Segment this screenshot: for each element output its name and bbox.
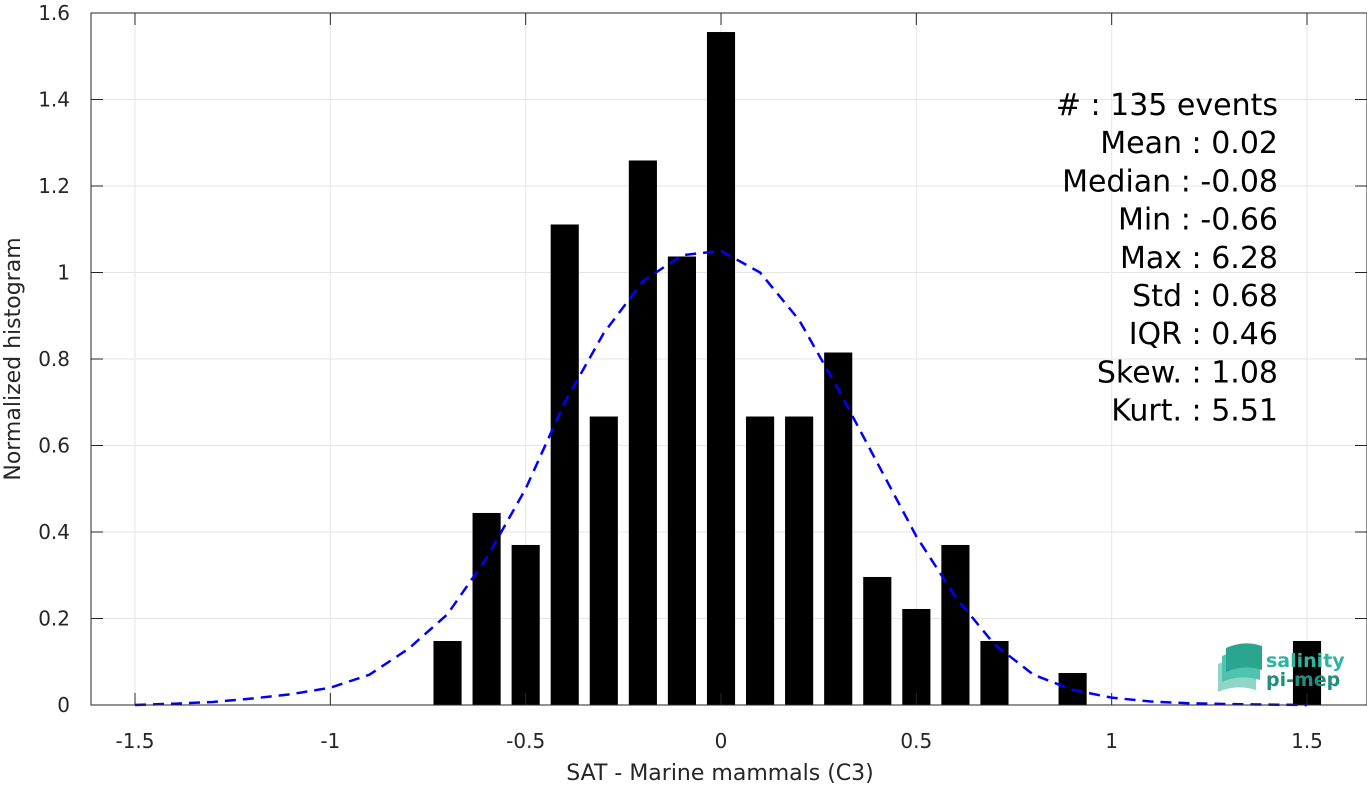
- y-tick-label: 1: [57, 261, 70, 285]
- stat-line: Mean : 0.02: [1100, 126, 1278, 161]
- histogram-bar: [824, 352, 853, 705]
- y-tick-label: 0.2: [38, 607, 70, 631]
- axis-ticks: [91, 12, 1367, 706]
- histogram-bar: [628, 160, 657, 706]
- histogram-bar: [550, 224, 579, 705]
- histogram-bar: [472, 512, 501, 705]
- x-tick-label: 0.5: [900, 729, 932, 753]
- x-tick-label: 0: [715, 729, 728, 753]
- stat-line: Std : 0.68: [1132, 279, 1278, 314]
- stat-line: Skew. : 1.08: [1097, 355, 1278, 390]
- histogram-bar: [902, 608, 931, 705]
- x-tick-label: -1: [320, 729, 340, 753]
- stat-line: Median : -0.08: [1062, 164, 1278, 199]
- histogram-bar: [785, 416, 814, 705]
- histogram-bar: [941, 544, 970, 705]
- stat-line: Max : 6.28: [1120, 241, 1278, 276]
- y-axis-label: Normalized histogram: [1, 237, 26, 480]
- x-tick-label: 1.5: [1291, 729, 1323, 753]
- y-tick-label: 1.2: [38, 174, 70, 198]
- y-tick-label: 1.4: [38, 88, 70, 112]
- stat-line: Kurt. : 5.51: [1111, 394, 1278, 429]
- logo-line-1: salinity: [1266, 650, 1345, 672]
- histogram-bar: [511, 544, 540, 705]
- stat-line: Min : -0.66: [1118, 203, 1278, 238]
- histogram-bar: [706, 32, 736, 705]
- histogram-bar: [433, 640, 462, 705]
- logo-line-2: pi-mep: [1266, 669, 1340, 691]
- x-tick-label: -0.5: [506, 729, 545, 753]
- histogram-bars: [433, 32, 1322, 706]
- histogram-bar: [667, 256, 697, 705]
- histogram-bar: [980, 640, 1009, 705]
- y-tick-label: 0.8: [38, 347, 70, 371]
- x-tick-label: -1.5: [115, 729, 154, 753]
- x-axis-label: SAT - Marine mammals (C3): [566, 761, 874, 785]
- y-tick-label: 0.4: [38, 520, 70, 544]
- histogram-bar: [863, 576, 892, 705]
- histogram-bar: [589, 416, 618, 705]
- y-tick-label: 1.6: [38, 1, 70, 25]
- x-tick-label: 1: [1105, 729, 1118, 753]
- stat-line: IQR : 0.46: [1129, 317, 1278, 352]
- stat-line: # : 135 events: [1056, 88, 1278, 123]
- logo-wave-icon: [1218, 643, 1262, 692]
- salinity-pi-mep-logo: salinity pi-mep: [1218, 643, 1345, 692]
- y-tick-label: 0.6: [38, 434, 70, 458]
- histogram-bar: [746, 416, 775, 705]
- y-tick-label: 0: [57, 693, 70, 717]
- x-axis-tick-labels: -1.5 -1 -0.5 0 0.5 1 1.5: [115, 729, 1322, 753]
- y-axis-tick-labels: 0 0.2 0.4 0.6 0.8 1 1.2 1.4 1.6: [38, 1, 70, 717]
